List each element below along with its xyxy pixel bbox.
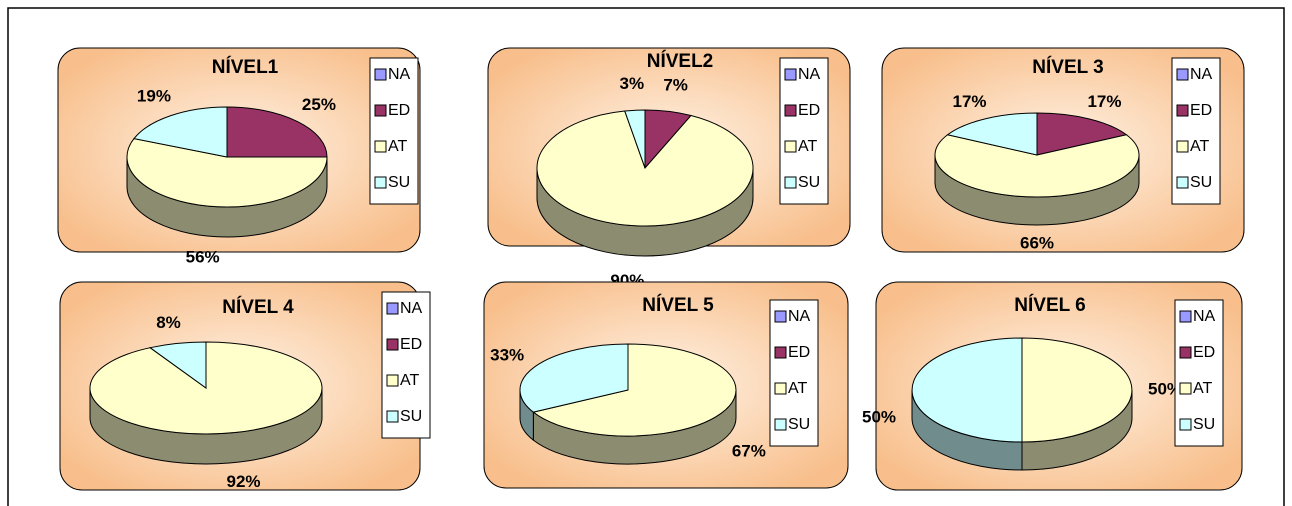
pie-slice xyxy=(148,341,207,389)
legend-swatch xyxy=(1179,310,1192,323)
legend-swatch xyxy=(386,338,399,351)
chart-title: NÍVEL2 xyxy=(647,50,714,72)
data-label: 3% xyxy=(619,74,644,93)
legend-label: AT xyxy=(400,372,419,389)
data-label: 66% xyxy=(1020,233,1054,252)
legend-label: SU xyxy=(798,174,820,191)
chart-title: NÍVEL 4 xyxy=(222,296,294,318)
pie-slice xyxy=(126,138,328,208)
legend-label: ED xyxy=(388,102,410,119)
pie-slice xyxy=(536,110,754,227)
legend-swatch xyxy=(784,176,797,189)
legend-label: SU xyxy=(788,416,810,433)
pie-slice xyxy=(934,134,1140,198)
frame xyxy=(7,7,1285,506)
legend-swatch xyxy=(374,140,387,153)
legend-swatch xyxy=(774,346,787,359)
legend-label: AT xyxy=(388,138,407,155)
legend-swatch xyxy=(386,302,399,315)
chart-title: NÍVEL 5 xyxy=(642,294,714,316)
legend-label: NA xyxy=(798,66,821,83)
legend-swatch xyxy=(784,140,797,153)
legend-label: NA xyxy=(400,300,423,317)
legend-swatch xyxy=(374,68,387,81)
data-label: 8% xyxy=(156,313,181,332)
chart-title: NÍVEL 6 xyxy=(1014,294,1085,316)
legend-label: NA xyxy=(1190,66,1213,83)
legend-label: SU xyxy=(1193,416,1215,433)
legend-swatch xyxy=(1179,382,1192,395)
legend-label: ED xyxy=(1193,344,1215,361)
legend-swatch xyxy=(1179,346,1192,359)
legend-swatch xyxy=(784,104,797,117)
legend-label: AT xyxy=(798,138,817,155)
legend-label: AT xyxy=(1193,380,1212,397)
legend-swatch xyxy=(386,410,399,423)
pie-slice xyxy=(226,106,328,158)
legend-label: NA xyxy=(1193,308,1216,325)
data-label: 17% xyxy=(952,92,986,111)
pie-slice xyxy=(1036,112,1128,156)
legend-label: SU xyxy=(1190,174,1212,191)
pie-slice xyxy=(911,337,1023,443)
legend-swatch xyxy=(1176,176,1189,189)
chart-title: NÍVEL1 xyxy=(212,56,279,78)
legend-swatch xyxy=(774,382,787,395)
legend-swatch xyxy=(1176,140,1189,153)
legend-swatch xyxy=(1176,68,1189,81)
pie-slice xyxy=(1021,337,1133,443)
data-label: 7% xyxy=(663,75,688,94)
data-label: 67% xyxy=(732,441,766,460)
legend-label: ED xyxy=(400,336,422,353)
data-label: 25% xyxy=(302,95,336,114)
data-label: 50% xyxy=(862,407,896,426)
legend-swatch xyxy=(374,104,387,117)
legend-swatch xyxy=(374,176,387,189)
data-label: 92% xyxy=(226,472,260,491)
chart-title: NÍVEL 3 xyxy=(1032,56,1103,78)
legend-label: NA xyxy=(788,308,811,325)
legend-label: SU xyxy=(400,408,422,425)
data-label: 50% xyxy=(1148,379,1182,398)
legend-label: SU xyxy=(388,174,410,191)
pie-slice xyxy=(519,343,629,413)
legend-label: ED xyxy=(798,102,820,119)
legend-label: ED xyxy=(788,344,810,361)
pie-slice xyxy=(133,106,228,158)
data-label: 17% xyxy=(1087,92,1121,111)
legend-swatch xyxy=(774,310,787,323)
legend-swatch xyxy=(784,68,797,81)
legend-label: AT xyxy=(788,380,807,397)
legend-swatch xyxy=(1176,104,1189,117)
data-label: 19% xyxy=(137,87,171,106)
legend-label: NA xyxy=(388,66,411,83)
pie-slice xyxy=(532,343,737,437)
legend-label: ED xyxy=(1190,102,1212,119)
pie-slice xyxy=(624,109,646,169)
legend-label: AT xyxy=(1190,138,1209,155)
legend-swatch xyxy=(386,374,399,387)
legend-swatch xyxy=(1179,418,1192,431)
data-label: 56% xyxy=(186,248,220,267)
pie-slice xyxy=(946,112,1038,156)
legend-swatch xyxy=(774,418,787,431)
data-label: 33% xyxy=(490,346,524,365)
